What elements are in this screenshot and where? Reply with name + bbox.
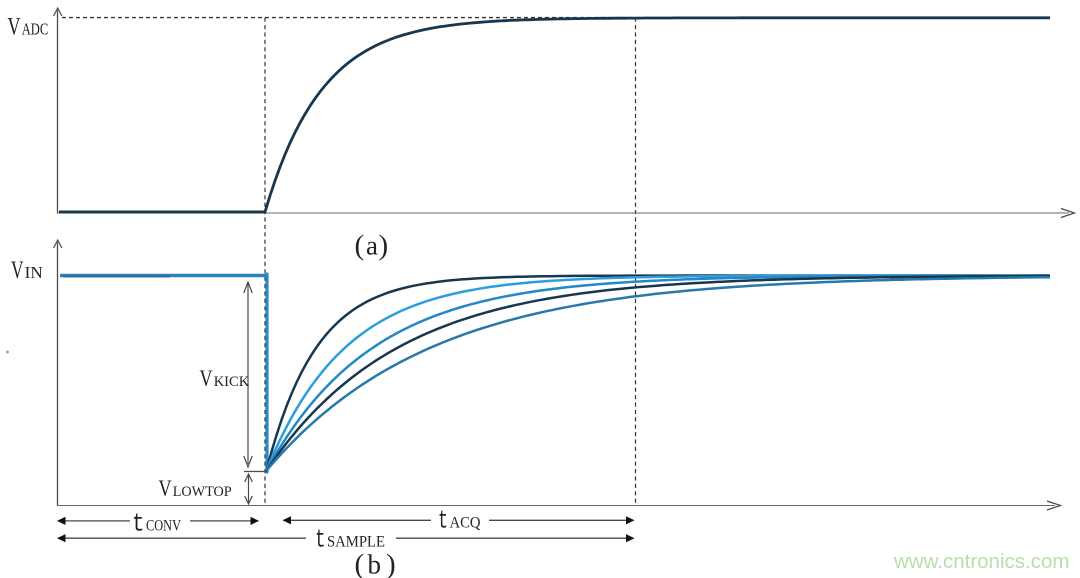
svg-text:t: t xyxy=(315,525,326,555)
svg-text:V: V xyxy=(159,476,172,501)
svg-text:V: V xyxy=(11,257,24,284)
svg-text:ADC: ADC xyxy=(22,20,49,39)
svg-text:ACQ: ACQ xyxy=(450,515,481,532)
svg-text:t: t xyxy=(132,509,145,539)
svg-text:V: V xyxy=(200,366,213,391)
svg-text:SAMPLE: SAMPLE xyxy=(327,534,385,551)
svg-text:KICK: KICK xyxy=(214,374,250,390)
svg-text:t: t xyxy=(438,506,448,536)
svg-text:V: V xyxy=(8,14,21,41)
svg-text:(: ( xyxy=(355,230,365,262)
svg-text:LOWTOP: LOWTOP xyxy=(173,484,232,500)
svg-text:www.cntronics.com: www.cntronics.com xyxy=(893,550,1069,573)
svg-text:(: ( xyxy=(355,549,365,578)
svg-text:): ) xyxy=(379,230,389,262)
svg-text:a: a xyxy=(366,231,378,261)
svg-text:): ) xyxy=(386,549,396,578)
svg-text:CONV: CONV xyxy=(146,518,182,535)
svg-text:IN: IN xyxy=(25,263,43,282)
svg-text:b: b xyxy=(368,550,382,578)
